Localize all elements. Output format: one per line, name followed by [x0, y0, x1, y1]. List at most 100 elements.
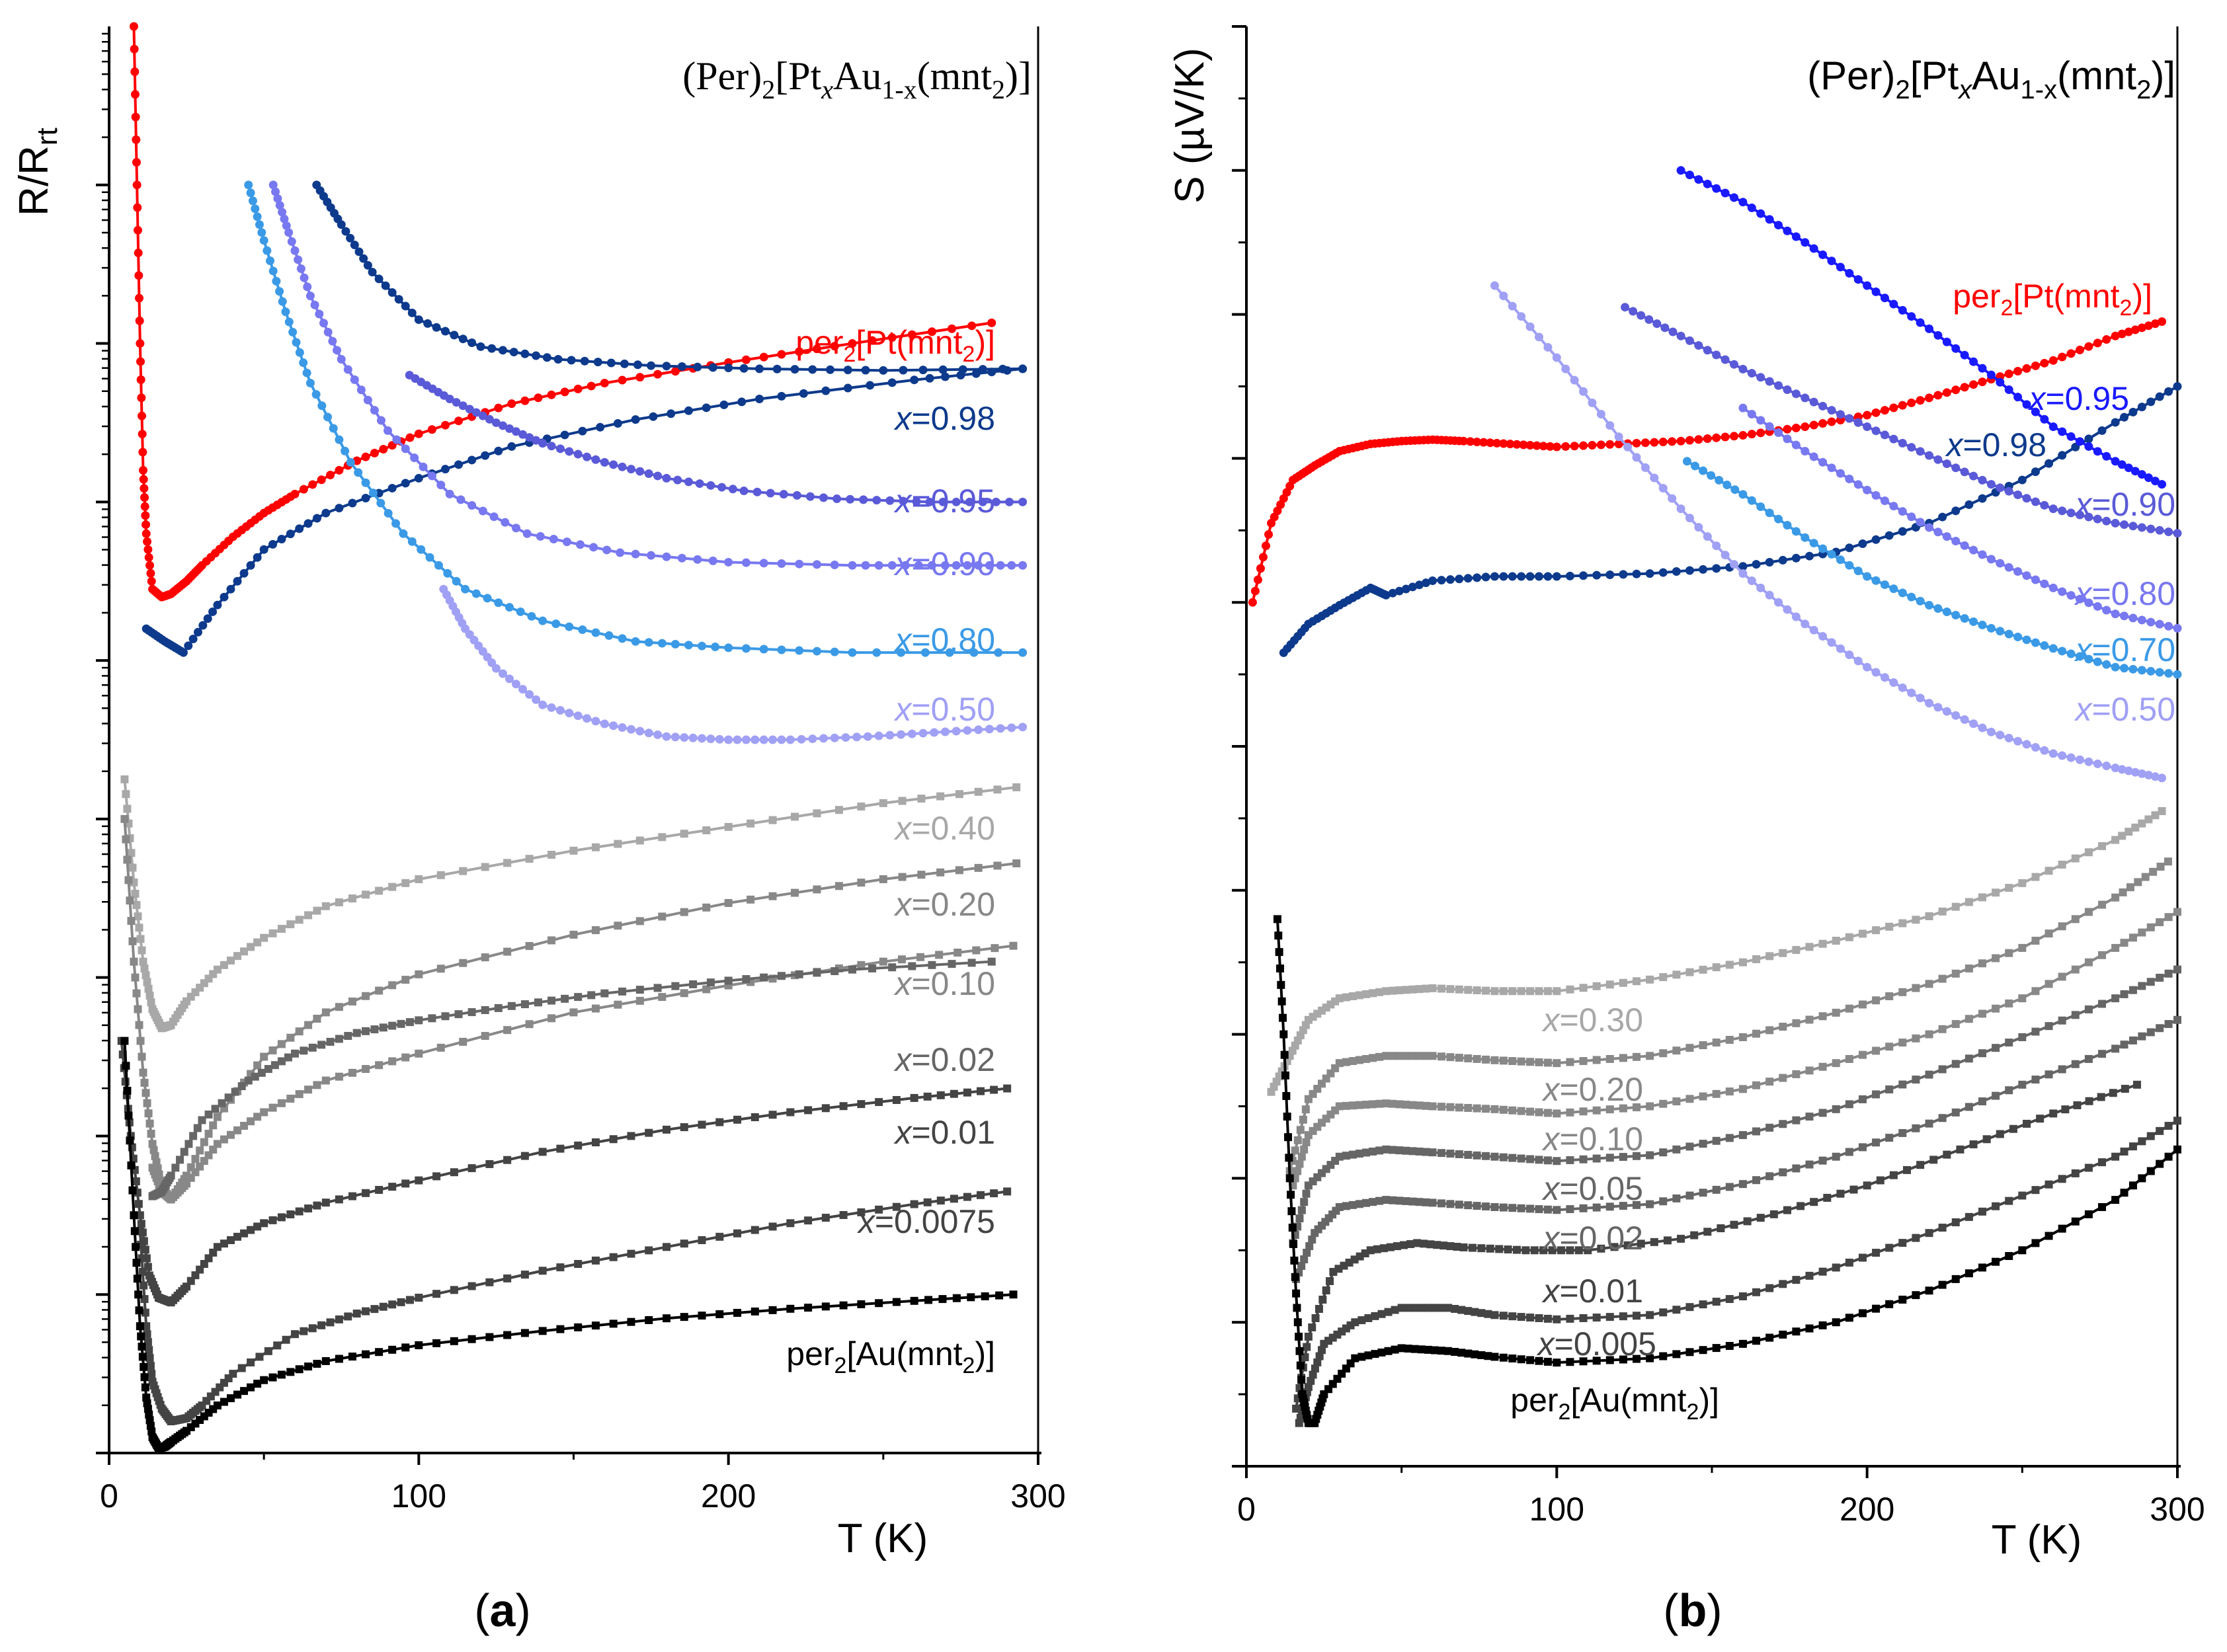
- data-point: [379, 1302, 387, 1311]
- data-point: [538, 1148, 547, 1156]
- data-point: [144, 984, 153, 993]
- data-point: [138, 448, 147, 457]
- data-point: [2066, 649, 2076, 658]
- data-point: [247, 1358, 255, 1366]
- data-point: [1805, 943, 1814, 951]
- data-point: [1712, 1298, 1721, 1306]
- data-point: [368, 268, 377, 277]
- data-point: [432, 323, 441, 332]
- data-point: [2137, 523, 2146, 532]
- data-point: [1774, 598, 1783, 607]
- data-point: [591, 1256, 600, 1265]
- data-point: [578, 625, 587, 635]
- data-point: [134, 249, 143, 258]
- data-point: [401, 1343, 410, 1352]
- data-point: [1308, 1323, 1316, 1331]
- data-point: [286, 1368, 295, 1376]
- data-point: [1303, 1249, 1311, 1257]
- data-point: [1408, 985, 1417, 994]
- data-point: [1293, 1304, 1301, 1312]
- data-point: [1912, 984, 1920, 992]
- data-point: [1499, 1105, 1508, 1114]
- data-point: [147, 1370, 156, 1378]
- data-point: [520, 1271, 529, 1279]
- data-point: [1579, 1314, 1588, 1322]
- data-point: [1371, 1350, 1379, 1358]
- data-point: [1351, 1318, 1359, 1327]
- data-point: [538, 616, 547, 625]
- data-point: [1756, 1214, 1765, 1222]
- data-point: [335, 1315, 343, 1323]
- data-point: [1779, 1168, 1787, 1177]
- data-point: [2128, 986, 2137, 994]
- data-point: [1845, 475, 1854, 484]
- data-point: [663, 1314, 670, 1323]
- data-point: [2098, 1158, 2107, 1167]
- data-point: [2004, 734, 2013, 743]
- data-point: [441, 1012, 450, 1021]
- data-point: [1007, 723, 1016, 732]
- data-point: [275, 201, 284, 210]
- data-point: [1685, 514, 1694, 523]
- data-point: [1508, 1354, 1517, 1362]
- data-point: [277, 1099, 286, 1107]
- data-point: [1765, 1078, 1774, 1086]
- data-point: [1592, 1056, 1601, 1064]
- data-point: [1769, 1210, 1778, 1218]
- data-point: [1836, 410, 1845, 419]
- data-point: [1756, 583, 1765, 592]
- data-point: [1640, 463, 1650, 472]
- data-point: [335, 1072, 343, 1081]
- data-point: [1364, 1314, 1373, 1322]
- data-point: [1986, 727, 1996, 736]
- data-point: [2164, 621, 2173, 631]
- data-point: [1288, 1224, 1297, 1232]
- data-point: [459, 867, 467, 875]
- data-point: [2138, 1174, 2146, 1183]
- data-point: [1863, 662, 1872, 672]
- data-point: [1791, 423, 1801, 432]
- data-point: [1517, 1107, 1525, 1115]
- data-point: [321, 508, 331, 518]
- data-point: [362, 1065, 370, 1074]
- data-point: [1871, 287, 1881, 296]
- series-label: x=0.90: [2074, 486, 2175, 523]
- data-point: [1747, 576, 1756, 586]
- data-point: [741, 558, 750, 567]
- data-point: [562, 537, 571, 547]
- data-point: [1557, 1246, 1566, 1255]
- data-point: [226, 1394, 235, 1403]
- data-point: [1389, 986, 1397, 995]
- data-point: [1481, 572, 1490, 582]
- series-x-0-01: [1292, 1080, 2141, 1413]
- data-point: [1978, 1097, 1986, 1106]
- data-point: [1292, 1289, 1301, 1298]
- data-point: [1633, 1312, 1641, 1320]
- data-point: [2144, 815, 2153, 824]
- data-point: [663, 1243, 670, 1251]
- data-point: [171, 1163, 180, 1172]
- data-point: [2111, 610, 2120, 619]
- data-point: [1553, 1315, 1561, 1323]
- data-point: [918, 366, 928, 375]
- data-point: [1393, 1242, 1401, 1251]
- data-point: [291, 1049, 299, 1058]
- data-point: [1404, 1304, 1412, 1312]
- data-point: [2031, 467, 2040, 477]
- data-point: [2138, 982, 2146, 990]
- data-point: [2120, 611, 2129, 621]
- data-point: [1872, 996, 1881, 1005]
- data-point: [361, 452, 370, 461]
- data-point: [1428, 984, 1437, 992]
- data-point: [2058, 1016, 2066, 1025]
- data-point: [1863, 281, 1872, 290]
- data-point: [1964, 1103, 1973, 1111]
- data-point: [350, 241, 359, 250]
- data-point: [1437, 1347, 1446, 1355]
- data-point: [253, 938, 262, 947]
- data-point: [1464, 1307, 1473, 1316]
- data-point: [428, 1014, 436, 1023]
- data-point: [1818, 939, 1827, 948]
- data-point: [286, 1210, 295, 1218]
- data-point: [2066, 591, 2076, 600]
